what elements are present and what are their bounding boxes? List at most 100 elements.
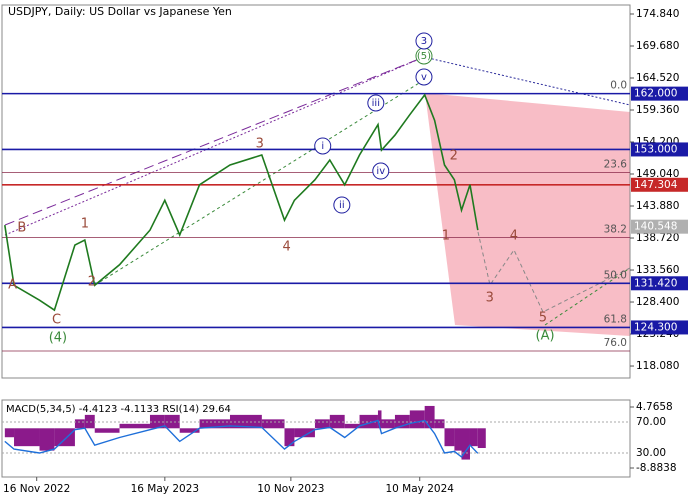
- y-tick-label: 4.7658: [636, 401, 673, 413]
- y-tick-label: 174.840: [636, 8, 679, 20]
- wave-label: ii: [339, 200, 345, 211]
- y-tick-label: 159.360: [636, 104, 679, 116]
- y-tick-label: 128.400: [636, 296, 679, 308]
- fib-label: 76.0: [604, 337, 627, 349]
- macd-bar: [329, 414, 345, 429]
- fib-label: 61.8: [604, 313, 627, 325]
- fib-label: 38.2: [604, 224, 627, 236]
- wave-label: 1: [442, 229, 450, 244]
- wave-label: 1: [81, 216, 89, 231]
- x-tick-label: 10 May 2024: [385, 483, 454, 495]
- trend-line: [94, 79, 425, 286]
- wave-label: v: [421, 72, 427, 83]
- macd-bar: [314, 419, 330, 429]
- macd-bar: [229, 414, 262, 429]
- level-box: [631, 219, 688, 234]
- wave-label: iii: [372, 98, 380, 109]
- macd-bar: [149, 414, 165, 429]
- y-tick-label: 133.560: [636, 264, 679, 276]
- wave-label: 5: [539, 311, 547, 326]
- channel-line: [4, 56, 425, 226]
- y-tick-label: 118.080: [636, 360, 679, 372]
- macd-bar: [179, 428, 200, 433]
- macd-bar: [74, 419, 85, 429]
- wave-label: iv: [376, 166, 385, 177]
- macd-bar: [14, 428, 40, 447]
- level-label: 153.000: [634, 143, 677, 155]
- level-label: 124.300: [634, 321, 677, 333]
- projection: [477, 231, 631, 313]
- y-tick-label: -8.8838: [636, 462, 677, 474]
- y-tick-label: 149.040: [636, 168, 679, 180]
- level-label: 162.000: [634, 88, 677, 100]
- indicator-panel: [1, 399, 631, 478]
- wave-label: 2: [88, 275, 96, 290]
- wave-label: 3: [486, 290, 494, 305]
- wave-label: C: [52, 313, 61, 328]
- level-box: [631, 320, 688, 335]
- wave-circle: [415, 32, 433, 50]
- x-tick-label: 16 May 2023: [131, 483, 199, 495]
- wave-label: 3: [421, 36, 427, 47]
- macd-bar: [39, 428, 55, 451]
- y-tick-label: 70.00: [636, 416, 666, 428]
- chart-title: USDJPY, Daily: US Dollar vs Japanese Yen: [8, 5, 232, 18]
- wave-label: (A): [536, 329, 555, 344]
- projection: [544, 267, 631, 326]
- level-box: [631, 86, 688, 101]
- price-line: [4, 93, 479, 312]
- level-label: 131.420: [634, 277, 677, 289]
- macd-bar: [344, 423, 360, 429]
- macd-bar: [454, 428, 462, 451]
- wave-label: 4: [282, 240, 290, 255]
- price-panel: [1, 4, 631, 379]
- level-label: 147.304: [634, 179, 678, 191]
- macd-bar: [294, 428, 315, 438]
- level-label: 140.548: [634, 221, 677, 233]
- macd-bar: [199, 419, 230, 429]
- macd-bar: [444, 428, 455, 447]
- wave-circle: [314, 137, 332, 155]
- wave-label: 3: [256, 136, 264, 151]
- wave-circle: [415, 68, 433, 86]
- y-tick-label: 138.720: [636, 232, 679, 244]
- level-box: [631, 177, 688, 192]
- fib-label: 50.0: [604, 269, 627, 281]
- y-tick-label: 164.520: [636, 72, 679, 84]
- wave-label: B: [17, 221, 26, 236]
- wave-label: (4): [49, 330, 67, 345]
- rsi-line: [4, 419, 479, 458]
- y-tick-label: 143.880: [636, 200, 679, 212]
- macd-bar: [261, 419, 285, 429]
- macd-bar: [409, 410, 425, 429]
- y-tick-label: 30.00: [636, 447, 666, 459]
- macd-bar: [54, 428, 75, 447]
- x-tick-label: 16 Nov 2022: [3, 483, 70, 495]
- wave-label: A: [8, 278, 17, 293]
- wave-label: 4: [510, 229, 518, 244]
- macd-bar: [477, 428, 486, 449]
- macd-bar: [377, 410, 382, 429]
- wave-label: 2: [450, 149, 458, 164]
- level-box: [631, 142, 688, 157]
- wave-circle: [333, 196, 351, 214]
- wave-circle: [367, 94, 385, 112]
- target-zone: [425, 93, 630, 336]
- macd-bar: [424, 405, 435, 429]
- level-box: [631, 276, 688, 291]
- macd-bar: [461, 428, 470, 460]
- macd-bar: [469, 428, 478, 447]
- macd-bar: [119, 423, 150, 429]
- wave-label: i: [321, 141, 324, 152]
- macd-bar: [381, 419, 395, 429]
- x-tick-label: 10 Nov 2023: [257, 483, 324, 495]
- indicator-label: MACD(5,34,5) -4.4123 -4.1133 RSI(14) 29.…: [6, 404, 231, 415]
- macd-bar: [94, 428, 120, 433]
- y-tick-label: 169.680: [636, 40, 679, 52]
- trend-line: [423, 56, 631, 106]
- wave-circle: [372, 162, 390, 180]
- wave-label: (5): [417, 51, 431, 62]
- macd-bar: [4, 428, 15, 438]
- fib-label: 0.0: [610, 80, 627, 92]
